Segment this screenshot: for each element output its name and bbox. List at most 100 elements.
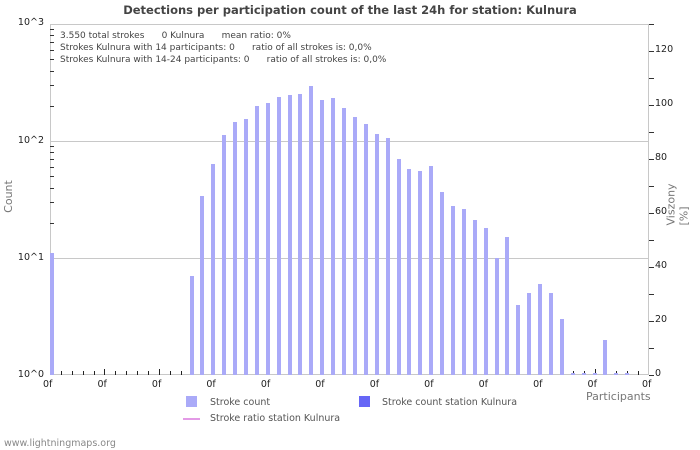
bar	[50, 253, 54, 375]
footer-url: www.lightningmaps.org	[4, 438, 116, 449]
y-tick-label: 10^1	[17, 252, 44, 263]
y2-tick	[649, 105, 654, 106]
y2-tick	[649, 78, 654, 79]
x-tick-label: 0f	[369, 379, 380, 390]
y2-tick	[649, 132, 654, 133]
bar	[625, 373, 630, 375]
bar	[309, 86, 314, 375]
y-tick-label: 10^0	[17, 369, 44, 380]
y2-tick	[649, 321, 654, 322]
bar	[570, 373, 575, 375]
bar	[592, 373, 597, 375]
bar	[603, 339, 608, 375]
bar	[505, 237, 510, 375]
bar	[276, 96, 281, 375]
x-tick	[82, 371, 84, 375]
y2-tick	[649, 375, 654, 376]
x-tick	[93, 371, 95, 375]
y-axis-title: Count	[1, 180, 15, 213]
y-minor-tick	[50, 59, 54, 61]
y-minor-tick	[50, 35, 54, 37]
bar	[320, 100, 325, 375]
x-tick-label: 0f	[315, 379, 325, 390]
x-tick	[594, 369, 596, 375]
bar	[254, 105, 259, 375]
y2-tick	[649, 267, 654, 268]
x-tick-label: 0f	[533, 379, 543, 390]
chart-title: Detections per participation count of th…	[123, 3, 577, 17]
legend-label-stroke-ratio: Stroke ratio station Kulnura	[210, 413, 341, 424]
x-tick	[148, 371, 150, 375]
x-tick-label: 0f	[587, 379, 597, 390]
bar	[418, 171, 423, 375]
y-tick-label: 10^3	[17, 17, 44, 28]
x-tick	[126, 371, 128, 375]
x-tick	[104, 369, 106, 375]
bar	[494, 258, 499, 375]
x-tick-label: 0f	[478, 379, 489, 390]
y2-tick-label: 40	[655, 260, 668, 271]
gridline-10e1	[50, 258, 649, 259]
y-minor-tick	[50, 49, 54, 51]
y-minor-tick	[50, 176, 54, 178]
bar	[244, 119, 249, 375]
y2-tick-label: 20	[655, 314, 668, 325]
x-tick	[180, 371, 182, 375]
plot-area	[50, 24, 649, 375]
y2-tick-label: 120	[655, 44, 674, 55]
bar	[461, 209, 466, 375]
bar	[233, 122, 238, 375]
bar	[374, 134, 379, 375]
info-total: 3.550 total strokes 0 Kulnura mean ratio…	[60, 31, 291, 41]
y2-tick-label: 100	[655, 98, 674, 109]
bar	[559, 319, 564, 375]
x-tick	[71, 371, 73, 375]
bar	[342, 108, 347, 375]
bar	[581, 373, 586, 375]
bar	[298, 94, 303, 375]
y2-tick	[649, 159, 654, 160]
x-tick-label: 0f	[260, 379, 271, 390]
y-minor-tick	[50, 202, 54, 204]
x-axis-title: Participants	[586, 390, 651, 403]
bar	[538, 283, 543, 375]
x-tick	[60, 371, 62, 375]
y2-tick	[649, 51, 654, 52]
bar	[429, 166, 434, 375]
bar	[200, 195, 205, 375]
y-minor-tick	[50, 187, 54, 189]
y2-tick-label: 0	[655, 368, 662, 379]
y-tick-label: 10^2	[17, 135, 44, 146]
bar	[548, 293, 553, 375]
info-14-24-participants: Strokes Kulnura with 14-24 participants:…	[60, 55, 387, 65]
legend-label-stroke-count: Stroke count	[210, 397, 271, 408]
y2-axis-title: Viszony [%]	[664, 183, 691, 226]
y-minor-tick	[50, 42, 54, 44]
bar	[287, 95, 292, 375]
y2-tick-label: 80	[655, 152, 668, 163]
y2-tick	[649, 24, 654, 25]
y-minor-tick	[50, 29, 54, 31]
bar	[516, 304, 521, 375]
y2-tick	[649, 294, 654, 295]
legend-label-stroke-count-station: Stroke count station Kulnura	[382, 397, 518, 408]
bar	[385, 138, 390, 375]
bar	[352, 117, 357, 375]
y-minor-tick	[50, 105, 54, 107]
y-minor-tick	[50, 166, 54, 168]
x-tick-label: 0f	[97, 379, 107, 390]
x-tick	[638, 371, 640, 375]
bar	[614, 373, 619, 375]
y2-tick	[649, 213, 654, 214]
y2-tick	[649, 186, 654, 187]
bar	[222, 134, 227, 375]
y2-tick	[649, 240, 654, 241]
x-tick-label: 0f	[206, 379, 216, 390]
y-minor-tick	[50, 222, 54, 224]
x-tick-label: 0f	[642, 379, 652, 390]
bar	[440, 191, 445, 375]
y-minor-tick	[50, 70, 54, 72]
y2-tick-label: 60	[655, 206, 668, 217]
x-tick-label: 0f	[43, 379, 53, 390]
legend-line-stroke-ratio	[183, 418, 200, 420]
